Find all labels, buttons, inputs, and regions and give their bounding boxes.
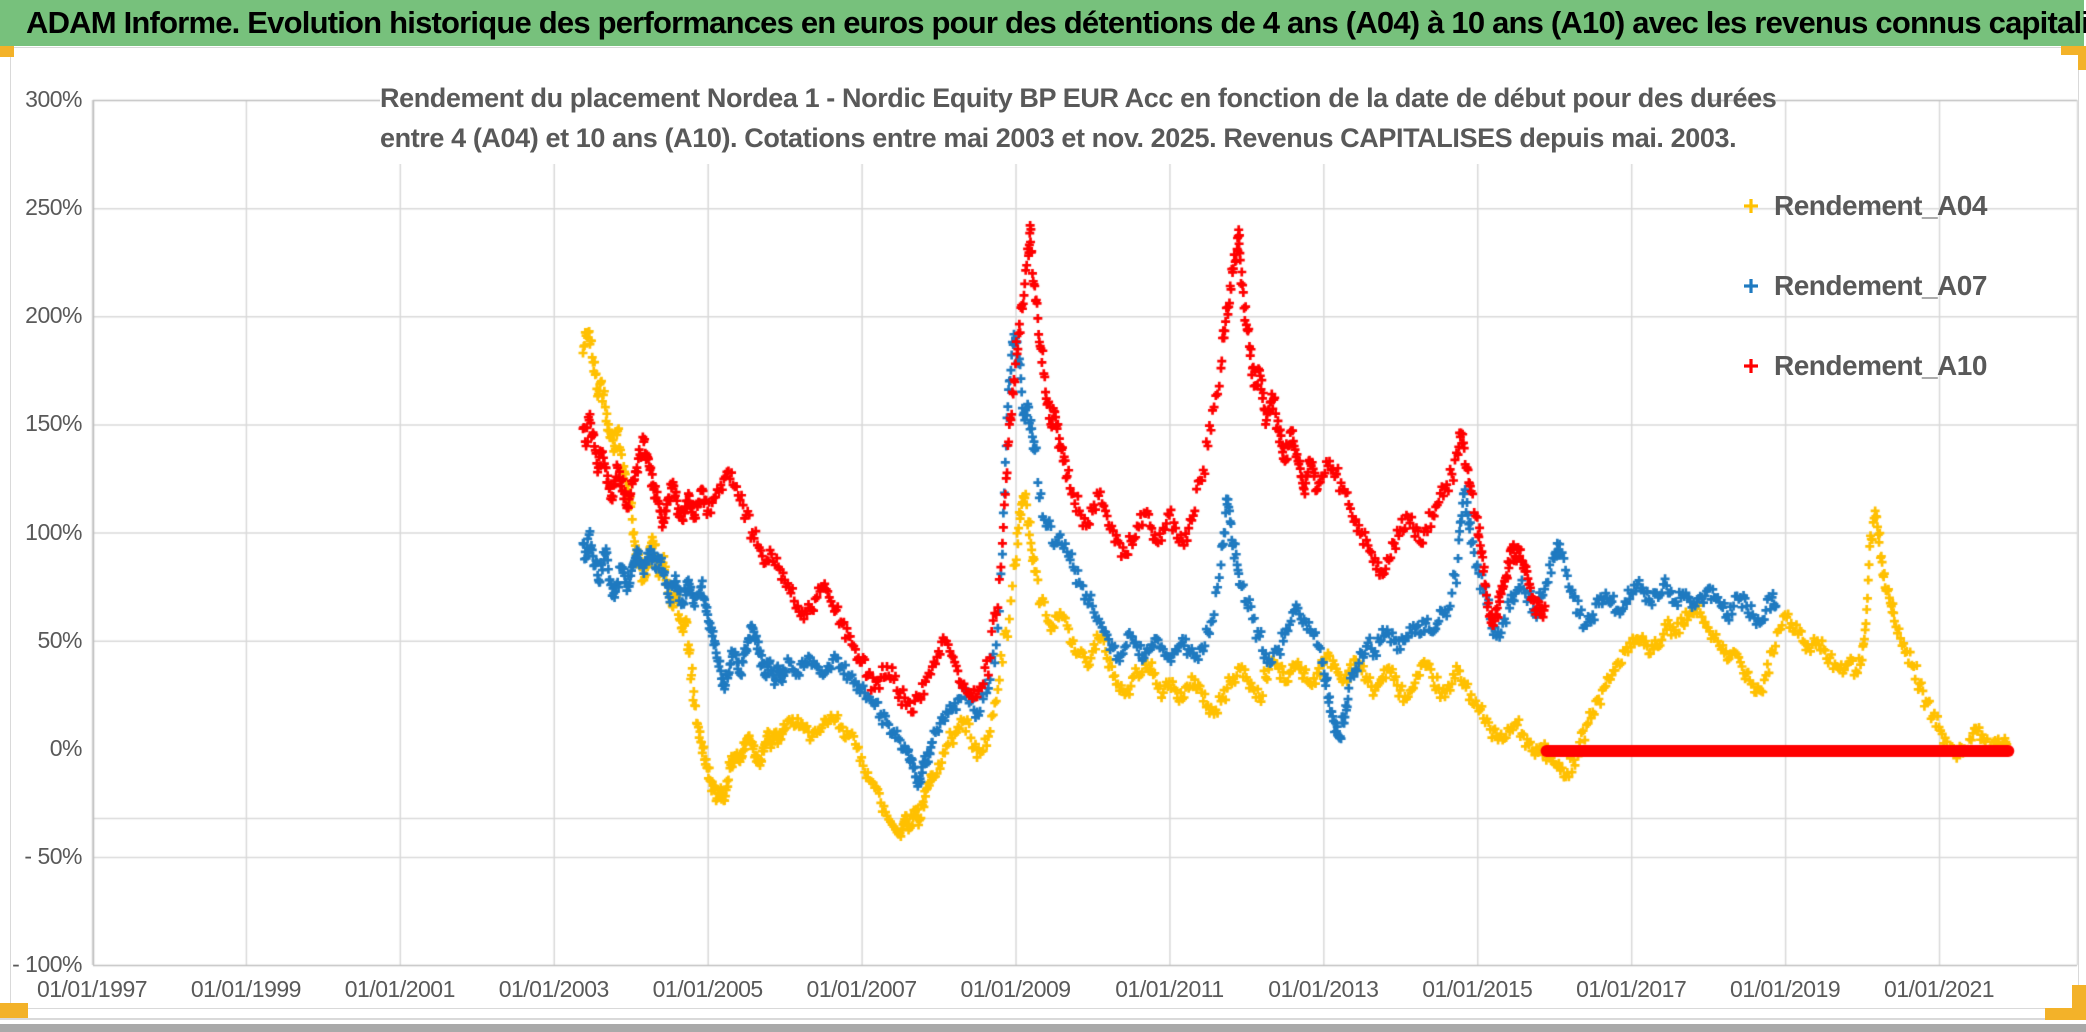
legend: Rendement_A04 Rendement_A07 Rendement_A10 <box>1742 188 1987 428</box>
chart-title: Rendement du placement Nordea 1 - Nordic… <box>380 76 1777 164</box>
plus-marker-icon <box>1742 197 1760 215</box>
x-axis-tick-label: 01/01/2015 <box>1422 976 1533 1002</box>
y-axis-tick-label: 200% <box>25 302 82 329</box>
y-axis-tick-label: - 100% <box>12 951 82 977</box>
chart-title-line1: Rendement du placement Nordea 1 - Nordic… <box>380 83 1777 113</box>
corner-accent-top-right <box>2061 46 2086 70</box>
x-axis-tick-label: 01/01/2019 <box>1730 976 1841 1002</box>
x-axis-tick-label: 01/01/2013 <box>1268 976 1379 1002</box>
corner-accent-top-left <box>0 46 14 57</box>
y-axis-tick-label: - 50% <box>24 842 82 869</box>
x-axis-tick-label: 01/01/2009 <box>960 976 1071 1002</box>
legend-label: Rendement_A04 <box>1774 190 1987 221</box>
legend-item-rendement_a07: Rendement_A07 <box>1742 268 1987 304</box>
corner-accent-bottom-left <box>0 1003 28 1018</box>
y-axis-tick-label: 150% <box>25 410 82 437</box>
legend-item-rendement_a04: Rendement_A04 <box>1742 188 1987 224</box>
x-axis-tick-label: 01/01/2021 <box>1883 976 1995 1002</box>
plus-marker-icon <box>1742 277 1760 295</box>
y-axis-tick-label: 0% <box>49 734 83 761</box>
x-axis-tick-label: 01/01/2017 <box>1576 976 1687 1002</box>
x-axis-tick-label: 01/01/1999 <box>190 976 302 1002</box>
legend-label: Rendement_A07 <box>1774 270 1987 301</box>
legend-item-rendement_a10: Rendement_A10 <box>1742 348 1987 384</box>
y-axis-tick-label: 250% <box>25 194 82 221</box>
x-axis-tick-label: 01/01/2007 <box>806 976 918 1002</box>
x-axis-tick-label: 01/01/2011 <box>1115 976 1224 1002</box>
corner-accent-bottom-right <box>2045 985 2086 1020</box>
chart-title-line2: entre 4 (A04) et 10 ans (A10). Cotations… <box>380 123 1737 153</box>
x-axis-tick-label: 01/01/2003 <box>498 976 610 1002</box>
x-axis-tick-label: 01/01/2005 <box>652 976 764 1002</box>
plus-marker-icon <box>1742 357 1760 375</box>
y-axis-tick-label: 50% <box>37 626 82 653</box>
legend-label: Rendement_A10 <box>1774 350 1987 381</box>
y-axis-tick-label: 100% <box>25 518 82 545</box>
x-axis-tick-label: 01/01/2001 <box>344 976 456 1002</box>
x-axis-tick-label: 01/01/1997 <box>36 976 148 1002</box>
y-axis-tick-label: 300% <box>25 86 82 112</box>
